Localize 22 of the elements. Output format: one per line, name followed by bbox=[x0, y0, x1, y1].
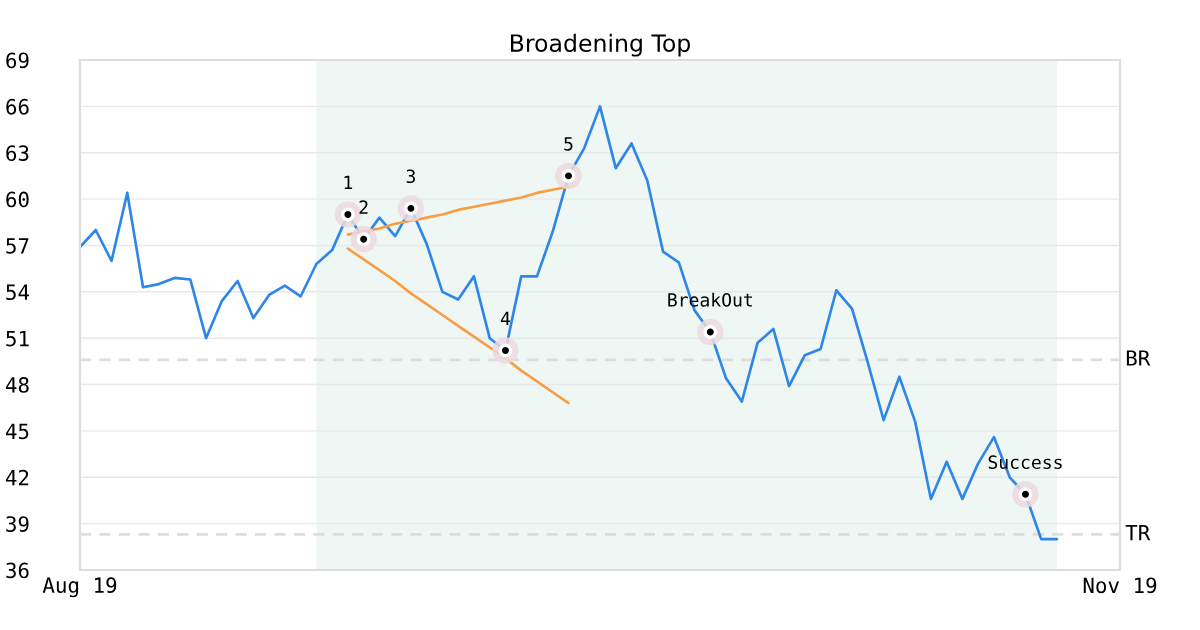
annotation: 3 bbox=[406, 169, 415, 184]
y-tick-label: 54 bbox=[6, 284, 29, 301]
y-tick-label: 69 bbox=[6, 52, 29, 69]
annotation: 4 bbox=[500, 311, 511, 326]
y-tick-label: 42 bbox=[5, 469, 29, 486]
y-tick-label: 57 bbox=[6, 238, 29, 254]
y-tick-label: 63 bbox=[6, 145, 29, 161]
y-tick-label: 51 bbox=[6, 330, 29, 347]
chart-title: Broadening Top bbox=[511, 33, 691, 57]
y-tick-label: 45 bbox=[5, 423, 29, 440]
y-tick-label: 39 bbox=[6, 516, 29, 532]
annotation: 1 bbox=[344, 175, 353, 190]
y-tick-label: 36 bbox=[6, 562, 29, 579]
ref-line-label: TR bbox=[1125, 525, 1151, 541]
y-tick-label: 66 bbox=[6, 98, 29, 115]
annotation: 5 bbox=[564, 137, 573, 151]
annotation: 2 bbox=[359, 200, 368, 214]
x-tick-label: Nov 19 bbox=[1083, 577, 1157, 594]
ref-line-label: BR bbox=[1126, 350, 1151, 366]
x-tick-label: Aug 19 bbox=[42, 577, 117, 598]
y-tick-label: 60 bbox=[6, 191, 29, 208]
y-tick-label: 48 bbox=[5, 377, 29, 393]
